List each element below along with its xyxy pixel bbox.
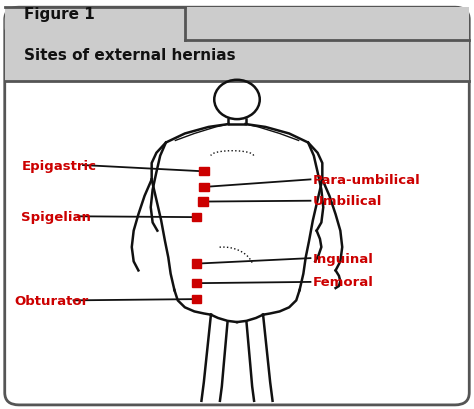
FancyBboxPatch shape — [5, 8, 469, 405]
Text: Figure 1: Figure 1 — [24, 7, 94, 22]
Text: Spigelian: Spigelian — [21, 210, 91, 223]
Bar — [192, 260, 201, 268]
FancyBboxPatch shape — [5, 8, 185, 41]
Bar — [199, 183, 209, 191]
Text: Umbilical: Umbilical — [313, 195, 382, 208]
Text: Epigastric: Epigastric — [21, 159, 96, 172]
Bar — [198, 198, 208, 206]
Bar — [5, 8, 469, 82]
Bar — [192, 213, 201, 222]
Bar — [192, 279, 201, 288]
Text: Sites of external hernias: Sites of external hernias — [24, 48, 235, 63]
Bar — [192, 295, 201, 303]
Text: Inguinal: Inguinal — [313, 252, 374, 265]
Text: Para-umbilical: Para-umbilical — [313, 173, 420, 187]
Text: Obturator: Obturator — [14, 294, 89, 307]
Text: Femoral: Femoral — [313, 276, 374, 289]
Bar — [199, 168, 209, 176]
